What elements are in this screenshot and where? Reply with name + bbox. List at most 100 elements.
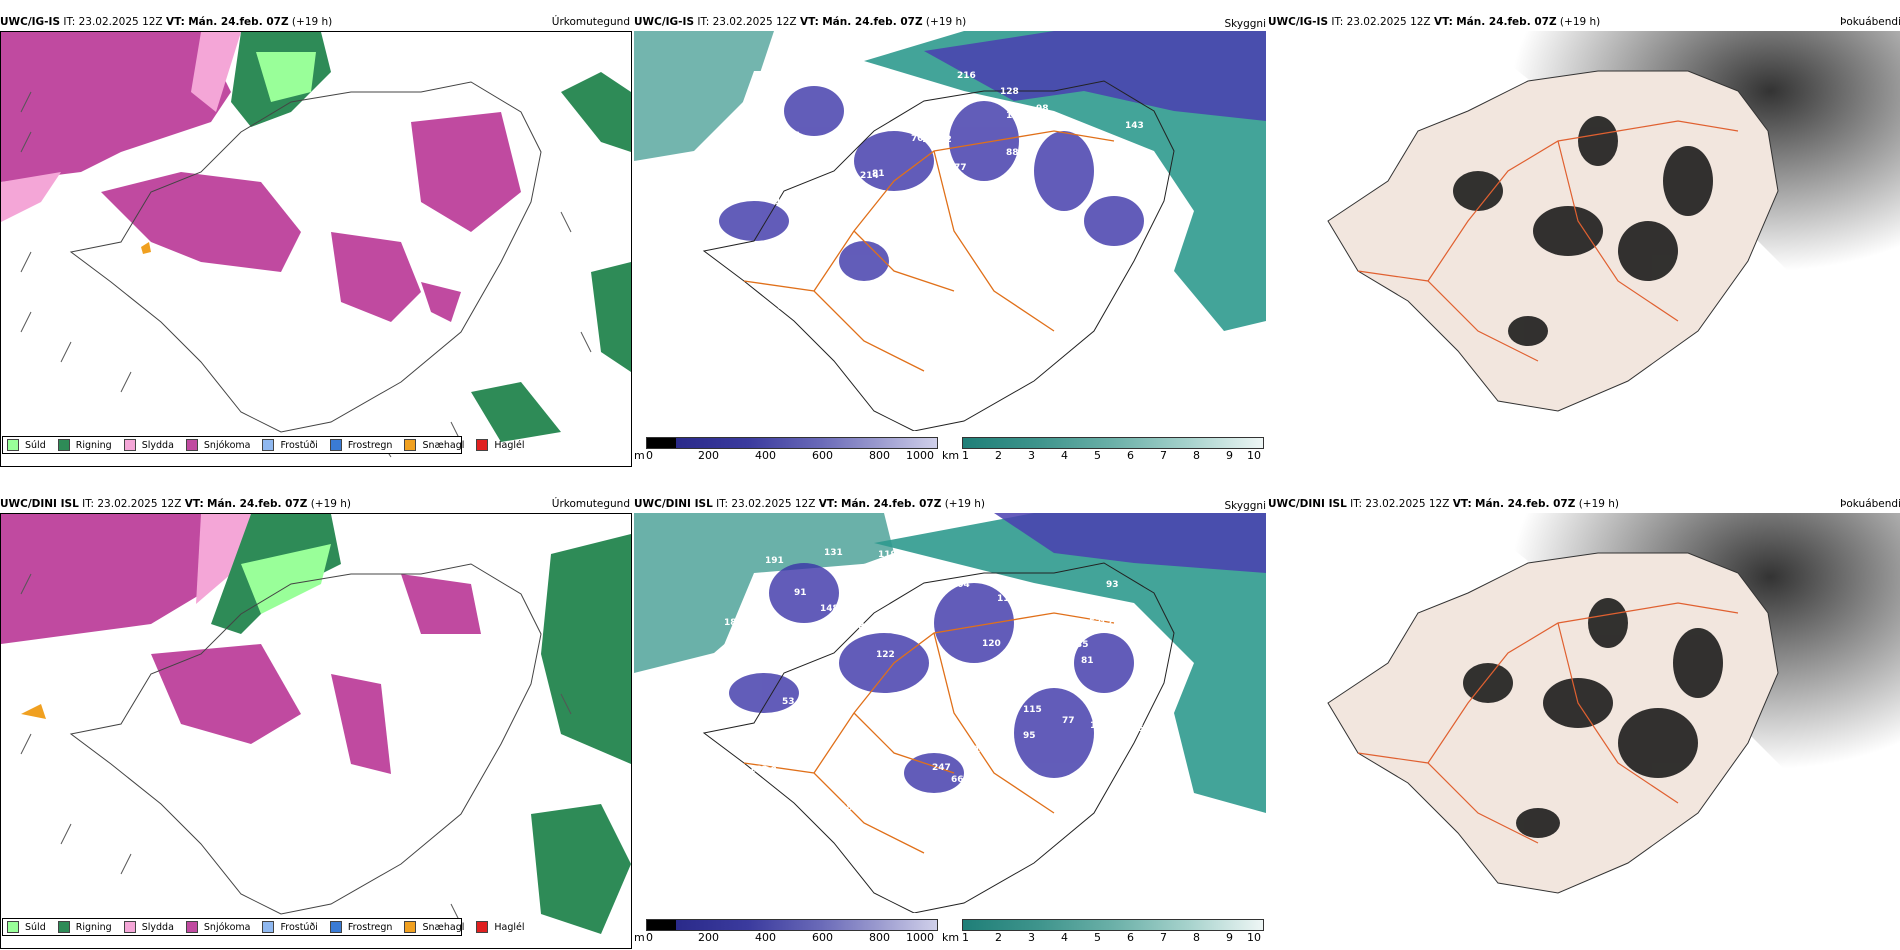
visibility-value-label: 81 xyxy=(1081,656,1094,666)
visibility-value-label: 96 xyxy=(762,361,775,371)
visibility-value-label: 98 xyxy=(1036,104,1049,114)
visibility-value-label: 499 xyxy=(959,210,978,220)
visibility-value-label: 216 xyxy=(957,71,976,81)
visibility-panel-top: UWC/IG-IS IT: 23.02.2025 12Z VT: Mán. 24… xyxy=(634,15,1266,467)
visibility-value-label: 153 xyxy=(798,79,817,89)
visibility-value-label: 166 xyxy=(1085,355,1104,365)
fog-map xyxy=(1268,31,1900,451)
visibility-value-label: 940 xyxy=(806,797,825,807)
visibility-value-label: 258 xyxy=(977,185,996,195)
visibility-value-label: 162 xyxy=(1044,832,1063,842)
panel-title: UWC/IG-IS IT: 23.02.2025 12Z VT: Mán. 24… xyxy=(0,16,333,28)
visibility-value-label: 207 xyxy=(1085,828,1104,838)
visibility-value-label: 283 xyxy=(930,232,949,242)
visibility-value-label: 118 xyxy=(758,766,777,776)
visibility-value-label: 303 xyxy=(903,613,922,623)
visibility-values: 283 187 139 149 219 351 128 102 120 499 153 329 119 1… xyxy=(727,71,1144,371)
visibility-value-label: 186 xyxy=(727,172,746,182)
visibility-panel-bottom: UWC/DINI ISL IT: 23.02.2025 12Z VT: Mán.… xyxy=(634,497,1266,949)
visibility-value-label: 122 xyxy=(836,351,855,361)
visibility-value-label: 91 xyxy=(876,839,889,849)
visibility-value-label: 742 xyxy=(768,742,787,752)
visibility-value-label: 120 xyxy=(1006,111,1025,121)
visibility-value-label: 188 xyxy=(916,326,935,336)
visibility-value-label: 102 xyxy=(838,294,857,304)
visibility-value-label: 110 xyxy=(1021,782,1040,792)
precip-legend: Súld Rigning Slydda Snjókoma Frostúði Fr… xyxy=(2,918,525,936)
visibility-value-label: 107 xyxy=(971,205,990,215)
visibility-value-label: 269 xyxy=(1043,260,1062,270)
panel-name: Þokuábendi xyxy=(1840,16,1900,28)
visibility-value-label: 56 xyxy=(831,719,844,729)
panel-title: UWC/DINI ISL IT: 23.02.2025 12Z VT: Mán.… xyxy=(634,498,986,510)
visibility-value-label: 243 xyxy=(1140,677,1159,687)
legend-item-frostregn: Frostregn xyxy=(329,439,392,451)
precip-legend: Súld Rigning Slydda Snjókoma Frostúði Fr… xyxy=(2,436,525,454)
visibility-value-label: 180 xyxy=(910,569,929,579)
legend-item-frostudi: Frostúði xyxy=(262,921,318,933)
visibility-value-label: 163 xyxy=(749,765,768,775)
visibility-value-label: 163 xyxy=(1002,793,1021,803)
visibility-value-label: 158 xyxy=(795,726,814,736)
visibility-value-label: 119 xyxy=(906,813,925,823)
precip-type-panel-bottom: UWC/DINI ISL IT: 23.02.2025 12Z VT: Mán.… xyxy=(0,497,632,949)
visibility-value-label: 329 xyxy=(1118,355,1137,365)
map-frame xyxy=(0,31,632,467)
visibility-values: 2631634033031482432883902432111871311181… xyxy=(724,548,1159,854)
legend-item-snaehagl: Snæhagl xyxy=(404,439,464,451)
visibility-value-label: 247 xyxy=(932,763,951,773)
panel-name: Skyggni xyxy=(1224,18,1267,30)
visibility-value-label: 249 xyxy=(913,91,932,101)
visibility-value-label: 323 xyxy=(1079,621,1098,631)
legend-item-snjokoma: Snjókoma xyxy=(185,439,250,451)
visibility-value-label: 82 xyxy=(868,563,881,573)
visibility-value-label: 88 xyxy=(1065,805,1078,815)
visibility-value-label: 75 xyxy=(1021,273,1034,283)
visibility-value-label: 66 xyxy=(951,775,964,785)
legend-item-frostregn: Frostregn xyxy=(329,921,392,933)
visibility-value-label: 487 xyxy=(852,622,871,632)
visibility-scale-km: km 1 2 3 4 5 6 7 8 9 10 xyxy=(942,919,1266,949)
visibility-value-label: 631 xyxy=(1113,322,1132,332)
visibility-map: 283 187 139 149 219 351 128 102 120 499 153 329 119 1… xyxy=(634,31,1266,431)
visibility-value-label: 35 xyxy=(970,196,983,206)
precip-map xyxy=(1,514,631,948)
legend-item-snaehagl: Snæhagl xyxy=(404,921,464,933)
legend-item-frostudi: Frostúði xyxy=(262,439,318,451)
visibility-value-label: 64 xyxy=(1038,655,1051,665)
visibility-value-label: 99 xyxy=(913,196,926,206)
visibility-value-label: 101 xyxy=(908,316,927,326)
visibility-value-label: 143 xyxy=(1125,121,1144,131)
visibility-value-label: 128 xyxy=(1000,87,1019,97)
visibility-value-label: 148 xyxy=(820,604,839,614)
visibility-value-label: 190 xyxy=(922,135,941,145)
visibility-value-label: 111 xyxy=(828,621,847,631)
visibility-value-label: 52 xyxy=(814,182,827,192)
visibility-value-label: 232 xyxy=(804,685,823,695)
legend-item-sudd: Súld xyxy=(7,439,46,451)
panel-title: UWC/IG-IS IT: 23.02.2025 12Z VT: Mán. 24… xyxy=(1268,16,1601,28)
panel-title: UWC/DINI ISL IT: 23.02.2025 12Z VT: Mán.… xyxy=(0,498,352,510)
fog-panel-top: UWC/IG-IS IT: 23.02.2025 12Z VT: Mán. 24… xyxy=(1268,15,1900,467)
panel-title: UWC/DINI ISL IT: 23.02.2025 12Z VT: Mán.… xyxy=(1268,498,1620,510)
legend-item-slydda: Slydda xyxy=(123,921,174,933)
visibility-value-label: 288 xyxy=(952,667,971,677)
visibility-value-label: 115 xyxy=(997,594,1016,604)
visibility-value-label: 120 xyxy=(982,639,1001,649)
visibility-value-label: 100 xyxy=(974,745,993,755)
visibility-value-label: 263 xyxy=(1131,724,1150,734)
visibility-value-label: 153 xyxy=(908,213,927,223)
fog-map xyxy=(1268,513,1900,933)
visibility-value-label: 214 xyxy=(860,171,879,181)
visibility-value-label: 126 xyxy=(805,719,824,729)
visibility-value-label: 108 xyxy=(900,229,919,239)
visibility-value-label: 133 xyxy=(795,712,814,722)
visibility-value-label: 99 xyxy=(757,342,770,352)
visibility-scale-km: km 1 2 3 4 5 6 7 8 9 10 xyxy=(942,437,1266,467)
visibility-value-label: 195 xyxy=(1090,721,1109,731)
visibility-scale-m: m 0 200 400 600 800 1000 xyxy=(634,437,938,467)
visibility-value-label: 68 xyxy=(824,329,837,339)
visibility-value-label: 177 xyxy=(1010,258,1029,268)
precip-type-panel-top: UWC/IG-IS IT: 23.02.2025 12Z VT: Mán. 24… xyxy=(0,15,632,467)
panel-name: Úrkomutegund xyxy=(551,16,630,28)
